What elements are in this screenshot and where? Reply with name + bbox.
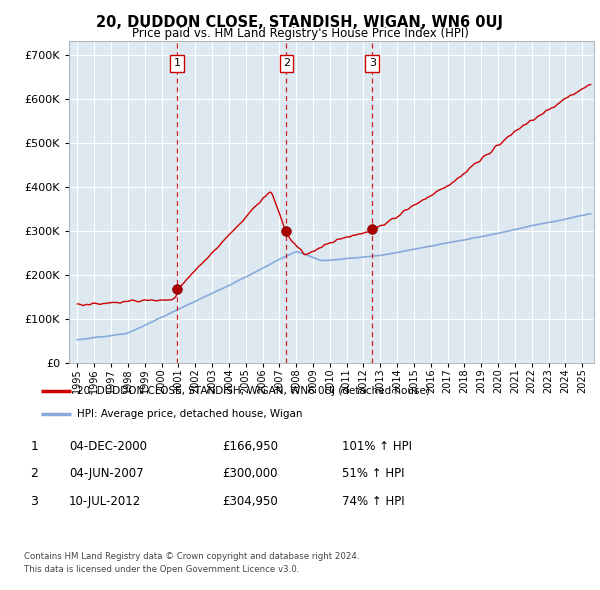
Text: £300,000: £300,000	[222, 467, 277, 480]
Text: 04-DEC-2000: 04-DEC-2000	[69, 440, 147, 453]
Text: 101% ↑ HPI: 101% ↑ HPI	[342, 440, 412, 453]
Text: 2: 2	[283, 58, 290, 68]
Text: 51% ↑ HPI: 51% ↑ HPI	[342, 467, 404, 480]
Text: Contains HM Land Registry data © Crown copyright and database right 2024.: Contains HM Land Registry data © Crown c…	[24, 552, 359, 561]
Text: HPI: Average price, detached house, Wigan: HPI: Average price, detached house, Wiga…	[77, 409, 302, 419]
Text: 74% ↑ HPI: 74% ↑ HPI	[342, 495, 404, 508]
Text: Price paid vs. HM Land Registry's House Price Index (HPI): Price paid vs. HM Land Registry's House …	[131, 27, 469, 40]
Text: This data is licensed under the Open Government Licence v3.0.: This data is licensed under the Open Gov…	[24, 565, 299, 574]
Text: 1: 1	[30, 440, 38, 453]
Text: 1: 1	[173, 58, 181, 68]
Text: £304,950: £304,950	[222, 495, 278, 508]
Text: 20, DUDDON CLOSE, STANDISH, WIGAN, WN6 0UJ (detached house): 20, DUDDON CLOSE, STANDISH, WIGAN, WN6 0…	[77, 386, 430, 396]
Text: 2: 2	[30, 467, 38, 480]
Text: 20, DUDDON CLOSE, STANDISH, WIGAN, WN6 0UJ: 20, DUDDON CLOSE, STANDISH, WIGAN, WN6 0…	[97, 15, 503, 30]
Text: £166,950: £166,950	[222, 440, 278, 453]
Text: 04-JUN-2007: 04-JUN-2007	[69, 467, 143, 480]
Text: 3: 3	[30, 495, 38, 508]
Text: 3: 3	[369, 58, 376, 68]
Text: 10-JUL-2012: 10-JUL-2012	[69, 495, 141, 508]
